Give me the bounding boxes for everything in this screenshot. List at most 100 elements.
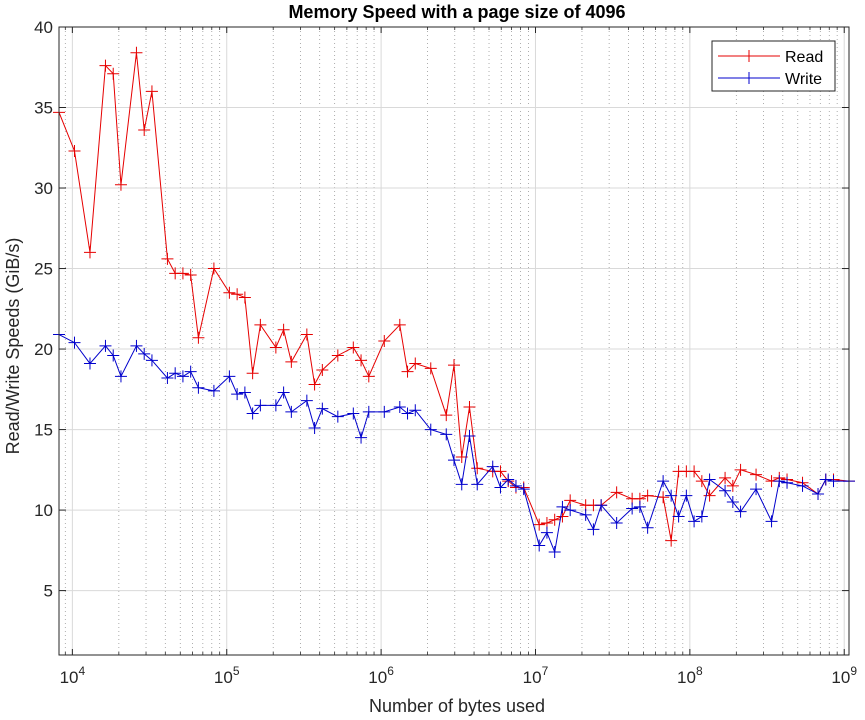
data-point-write <box>347 407 360 420</box>
data-point-read <box>703 489 716 502</box>
series-layer <box>53 46 855 558</box>
data-point-write <box>641 521 654 534</box>
y-tick-label: 5 <box>44 582 53 601</box>
data-point-read <box>378 335 391 347</box>
data-point-write <box>750 483 763 496</box>
data-point-write <box>308 421 321 434</box>
x-tick-exponent: 9 <box>850 664 857 678</box>
data-point-write <box>145 354 158 367</box>
data-point-write <box>107 349 120 362</box>
x-tick-base: 10 <box>677 668 696 687</box>
data-point-write <box>827 475 840 488</box>
major-grid <box>59 26 849 655</box>
data-point-write <box>231 388 244 401</box>
x-tick-exponent: 5 <box>233 664 240 678</box>
x-tick-base: 10 <box>368 668 387 687</box>
data-point-write <box>99 339 112 352</box>
data-point-read <box>355 354 368 367</box>
data-point-write <box>277 386 290 399</box>
data-point-read <box>68 144 81 157</box>
data-point-read <box>463 401 476 414</box>
data-point-write <box>114 370 127 383</box>
data-point-read <box>277 323 290 336</box>
data-point-write <box>169 367 182 380</box>
data-point-write <box>378 405 391 418</box>
data-point-write <box>401 407 414 420</box>
data-point-write <box>726 496 739 509</box>
legend-entry-read: Read <box>718 49 823 66</box>
data-point-read <box>161 252 174 265</box>
data-point-write <box>533 539 546 552</box>
data-point-write <box>254 399 267 412</box>
data-point-write <box>672 510 685 523</box>
data-point-read <box>471 462 484 475</box>
x-tick-base: 10 <box>60 668 79 687</box>
x-tick-exponent: 6 <box>387 664 394 678</box>
legend-label: Read <box>785 49 823 66</box>
data-point-read <box>610 486 623 499</box>
y-tick-label: 25 <box>34 260 53 279</box>
data-point-write <box>184 365 197 378</box>
data-point-write <box>161 372 174 385</box>
data-point-write <box>486 460 499 473</box>
data-point-write <box>463 430 476 443</box>
data-point-write <box>471 478 484 491</box>
data-point-write <box>657 475 670 488</box>
y-tick-label: 30 <box>34 179 53 198</box>
y-tick-label: 40 <box>34 18 53 37</box>
series-line-read <box>58 52 850 541</box>
data-point-read <box>207 262 220 275</box>
data-point-write <box>633 500 646 513</box>
data-point-read <box>308 378 321 391</box>
legend: Read Write <box>711 40 836 92</box>
data-point-write <box>424 423 437 436</box>
data-point-read <box>657 491 670 504</box>
data-point-write <box>246 407 259 420</box>
data-point-write <box>207 384 220 397</box>
x-tick-label: 105 <box>214 664 240 687</box>
data-point-read <box>130 46 143 59</box>
data-point-write <box>595 499 608 512</box>
data-point-write <box>455 478 468 491</box>
data-point-write <box>734 505 747 518</box>
legend-label: Write <box>785 71 822 88</box>
y-tick-label: 20 <box>34 340 53 359</box>
data-point-read <box>316 363 329 376</box>
data-point-read <box>176 267 189 280</box>
data-point-read <box>347 341 360 354</box>
data-point-read <box>533 518 546 531</box>
y-tick-label: 35 <box>34 99 53 118</box>
data-point-write <box>556 500 569 513</box>
data-point-read <box>83 246 96 259</box>
plot-frame <box>58 26 850 656</box>
data-point-write <box>719 484 732 497</box>
x-tick-label: 104 <box>60 664 86 687</box>
x-tick-base: 10 <box>831 668 850 687</box>
y-tick-labels: 5 10 15 20 25 30 35 40 <box>34 18 53 601</box>
data-point-write <box>688 515 701 528</box>
data-point-read <box>695 475 708 488</box>
data-point-write <box>355 431 368 444</box>
y-axis-label: Read/Write Speeds (GiB/s) <box>3 238 23 455</box>
data-point-read <box>494 465 507 478</box>
x-tick-base: 10 <box>523 668 542 687</box>
tick-marks <box>59 26 849 655</box>
data-point-write <box>176 370 189 383</box>
series-write <box>53 328 855 558</box>
plot-area <box>59 27 849 655</box>
data-point-write <box>68 336 81 349</box>
data-point-read <box>107 67 120 80</box>
data-point-read <box>750 468 763 481</box>
data-point-write <box>138 347 151 360</box>
data-point-read <box>719 471 732 484</box>
data-point-read <box>734 463 747 476</box>
data-point-write <box>781 476 794 489</box>
data-point-write <box>393 401 406 414</box>
x-tick-exponent: 4 <box>78 664 85 678</box>
data-point-write <box>192 381 205 394</box>
data-point-write <box>517 483 530 496</box>
data-point-write <box>765 515 778 528</box>
y-tick-label: 10 <box>34 501 53 520</box>
data-point-read <box>440 409 453 422</box>
data-point-write <box>316 402 329 415</box>
